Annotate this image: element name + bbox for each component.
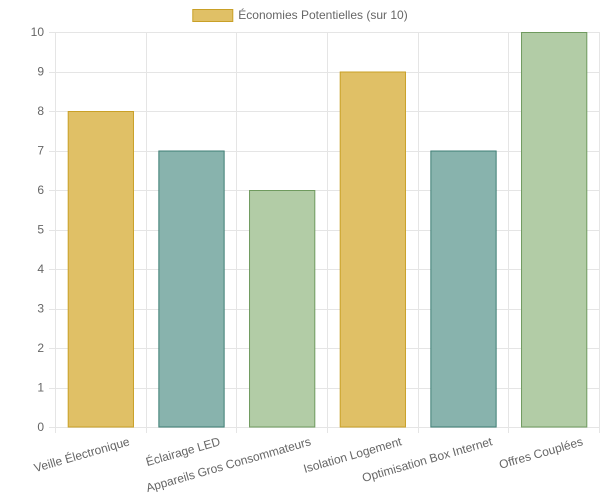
y-tick-label-5: 5: [37, 223, 44, 237]
x-axis: Veille Électronique Éclairage LEDAppareil…: [32, 433, 584, 495]
legend[interactable]: Économies Potentielles (sur 10): [192, 7, 408, 22]
y-tick-label-10: 10: [31, 25, 45, 39]
y-tick-label-6: 6: [37, 183, 44, 197]
legend-swatch[interactable]: [192, 9, 234, 22]
x-tick-label-0: Veille Électronique: [32, 433, 131, 475]
bar-0[interactable]: [67, 111, 134, 428]
y-tick-label-3: 3: [37, 302, 44, 316]
bar-5[interactable]: [521, 32, 588, 428]
y-tick-label-7: 7: [37, 144, 44, 158]
y-tick-label-0: 0: [37, 420, 44, 434]
y-tick-label-9: 9: [37, 65, 44, 79]
y-tick-label-8: 8: [37, 104, 44, 118]
y-axis: 0 1 2 3 4 5 6 7 8 9 10: [31, 25, 45, 434]
bar-2[interactable]: [249, 190, 316, 428]
x-tick-label-5: Offres Couplées: [497, 434, 584, 471]
y-tick-label-1: 1: [37, 381, 44, 395]
bars: [67, 32, 588, 428]
bar-1[interactable]: [158, 150, 225, 428]
y-tick-label-4: 4: [37, 262, 44, 276]
y-tick-label-2: 2: [37, 341, 44, 355]
bar-3[interactable]: [339, 71, 406, 428]
legend-label[interactable]: Économies Potentielles (sur 10): [238, 7, 407, 22]
bar-4[interactable]: [430, 150, 497, 428]
x-tick-label-2: Appareils Gros Consommateurs: [145, 434, 313, 495]
